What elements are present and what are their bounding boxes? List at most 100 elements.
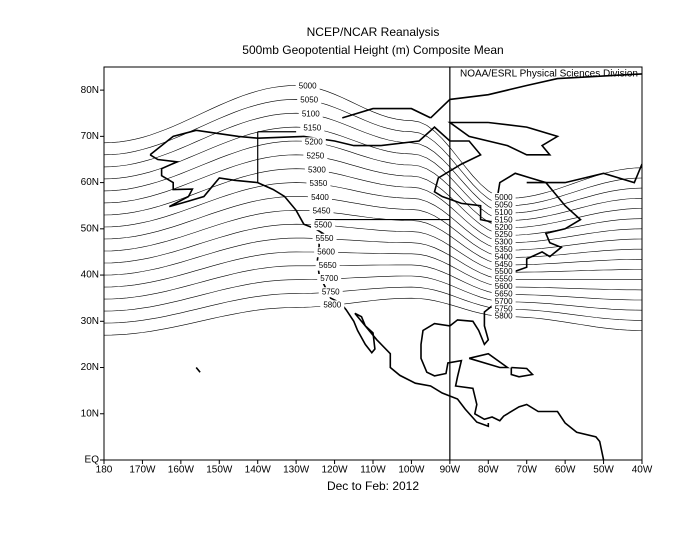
subtitle: 500mb Geopotential Height (m) Composite … xyxy=(242,43,503,57)
coastline xyxy=(149,126,605,460)
contour-label-bg xyxy=(491,230,516,241)
contour-line xyxy=(104,251,642,291)
x-tick-label: 180 xyxy=(96,465,113,476)
contour-label: 5650 xyxy=(319,261,337,270)
x-tick-label: 70W xyxy=(516,465,537,476)
contour-label: 5300 xyxy=(308,165,326,174)
contour-label: 5700 xyxy=(495,297,513,306)
contour-label: 5150 xyxy=(495,215,513,224)
contour-label-bg xyxy=(298,109,323,120)
contour-line xyxy=(104,182,642,251)
x-tick-label: 90W xyxy=(440,465,461,476)
caption: Dec to Feb: 2012 xyxy=(327,479,419,493)
y-tick-label: 70N xyxy=(81,131,99,142)
coastline xyxy=(447,121,560,156)
contour-line xyxy=(104,126,642,221)
contour-label: 5550 xyxy=(495,275,513,284)
contour-label: 5200 xyxy=(305,137,323,146)
title: NCEP/NCAR Reanalysis xyxy=(307,25,440,39)
x-tick-label: 40W xyxy=(632,465,653,476)
contour-label-bg xyxy=(491,222,516,233)
contour-label-bg xyxy=(491,267,516,278)
x-tick-label: 160W xyxy=(168,465,195,476)
contour-label: 5000 xyxy=(495,193,513,202)
contour-label: 5050 xyxy=(495,201,513,210)
contour-label-bg xyxy=(491,193,516,204)
contour-label-bg xyxy=(491,252,516,263)
x-tick-label: 120W xyxy=(322,465,349,476)
y-tick-label: 50N xyxy=(81,223,99,234)
contour-label-bg xyxy=(300,123,325,134)
contour-label-bg xyxy=(491,259,516,270)
contour-label-bg xyxy=(315,260,340,271)
contour-line xyxy=(104,112,642,214)
contour-label-bg xyxy=(306,178,331,189)
y-tick-label: 30N xyxy=(81,316,99,327)
contour-label: 5700 xyxy=(320,274,338,283)
contour-label-bg xyxy=(491,274,516,285)
contour-label-bg xyxy=(491,215,516,226)
contour-line xyxy=(104,275,642,312)
contour-label: 5600 xyxy=(317,247,335,256)
contour-label: 5400 xyxy=(311,193,329,202)
y-tick-label: 60N xyxy=(81,177,99,188)
contour-label-bg xyxy=(320,300,345,311)
contour-label-bg xyxy=(317,273,342,284)
x-tick-label: 170W xyxy=(129,465,156,476)
contour-line xyxy=(104,209,642,266)
contour-label: 5400 xyxy=(495,252,513,261)
contour-label-bg xyxy=(295,81,320,92)
contour-label-bg xyxy=(491,289,516,300)
map-layers: 5000500050505050510051005150515052005200… xyxy=(104,67,642,460)
contour-line xyxy=(104,140,642,229)
contour-label-bg xyxy=(309,206,334,217)
x-tick-label: 130W xyxy=(283,465,310,476)
contour-label: 5050 xyxy=(300,95,318,104)
coastline xyxy=(430,73,642,119)
contour-label: 5100 xyxy=(495,208,513,217)
contour-label-bg xyxy=(491,311,516,322)
contour-label-bg xyxy=(311,220,336,231)
contour-label-bg xyxy=(318,287,343,298)
contour-label: 5650 xyxy=(495,289,513,298)
x-tick-label: 80W xyxy=(478,465,499,476)
x-tick-label: 100W xyxy=(398,465,425,476)
contour-label: 5750 xyxy=(495,304,513,313)
contour-label-bg xyxy=(303,151,328,162)
y-tick-label: 10N xyxy=(81,408,99,419)
coastline xyxy=(510,366,535,378)
coastline xyxy=(342,107,431,119)
contour-label: 5750 xyxy=(322,287,340,296)
contour-line xyxy=(104,99,642,207)
contour-label: 5500 xyxy=(495,267,513,276)
contour-line xyxy=(104,297,642,336)
contour-label: 5250 xyxy=(306,151,324,160)
y-tick-label: EQ xyxy=(85,455,100,466)
contour-label-bg xyxy=(491,237,516,248)
contour-label-bg xyxy=(312,233,337,244)
contour-line xyxy=(104,168,642,244)
contour-label-bg xyxy=(491,244,516,255)
contour-label: 5800 xyxy=(495,312,513,321)
contour-label: 5800 xyxy=(323,300,341,309)
x-tick-label: 50W xyxy=(593,465,614,476)
contour-label: 5300 xyxy=(495,238,513,247)
contour-label: 5450 xyxy=(313,207,331,216)
x-tick-label: 140W xyxy=(245,465,272,476)
contour-label-bg xyxy=(304,165,329,176)
contour-line xyxy=(104,223,642,273)
x-tick-label: 60W xyxy=(555,465,576,476)
contour-label: 5600 xyxy=(495,282,513,291)
contour-label: 5450 xyxy=(495,260,513,269)
contour-label-bg xyxy=(491,304,516,315)
plot-frame xyxy=(103,66,643,461)
coastline xyxy=(195,366,201,373)
contour-label: 5200 xyxy=(495,223,513,232)
contour-label: 5000 xyxy=(299,81,317,90)
contour-label: 5550 xyxy=(316,234,334,243)
contour-labels: 5000500050505050510051005150515052005200… xyxy=(295,81,516,322)
contour-line xyxy=(104,237,642,280)
contour-label-bg xyxy=(491,296,516,307)
contour-label-bg xyxy=(297,95,322,106)
